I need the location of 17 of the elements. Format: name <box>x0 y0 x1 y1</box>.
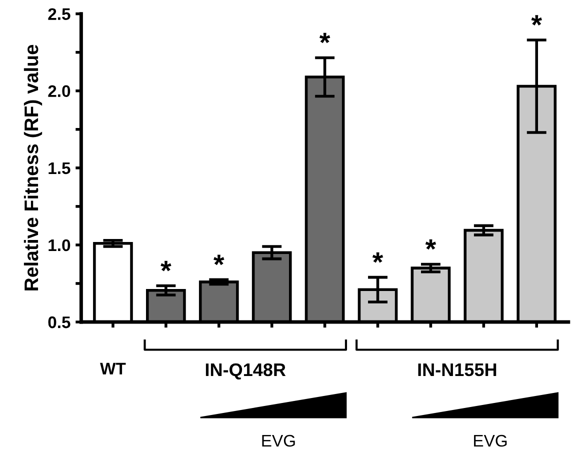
data-label: * <box>214 254 224 266</box>
data-label: * <box>372 252 384 263</box>
text: IN-Q148R <box>206 363 286 380</box>
text: 1.0 <box>48 239 70 252</box>
data-label: * <box>160 260 172 272</box>
data-label: * <box>531 15 542 26</box>
text: EVG <box>474 434 507 447</box>
text: EVG <box>262 434 295 447</box>
data-label: * <box>319 32 330 44</box>
y-axis-title: Relative Fitness (RF) value <box>24 44 42 290</box>
y-tick-label: 1.5 <box>48 162 70 174</box>
text: 2.0 <box>48 85 70 98</box>
y-tick-label: 0.5 <box>48 316 70 328</box>
text: IN-N155H <box>418 364 496 376</box>
data-label: * <box>425 239 436 250</box>
x-tick-label: WT <box>100 362 126 374</box>
y-tick-label: 2.5 <box>48 8 70 20</box>
